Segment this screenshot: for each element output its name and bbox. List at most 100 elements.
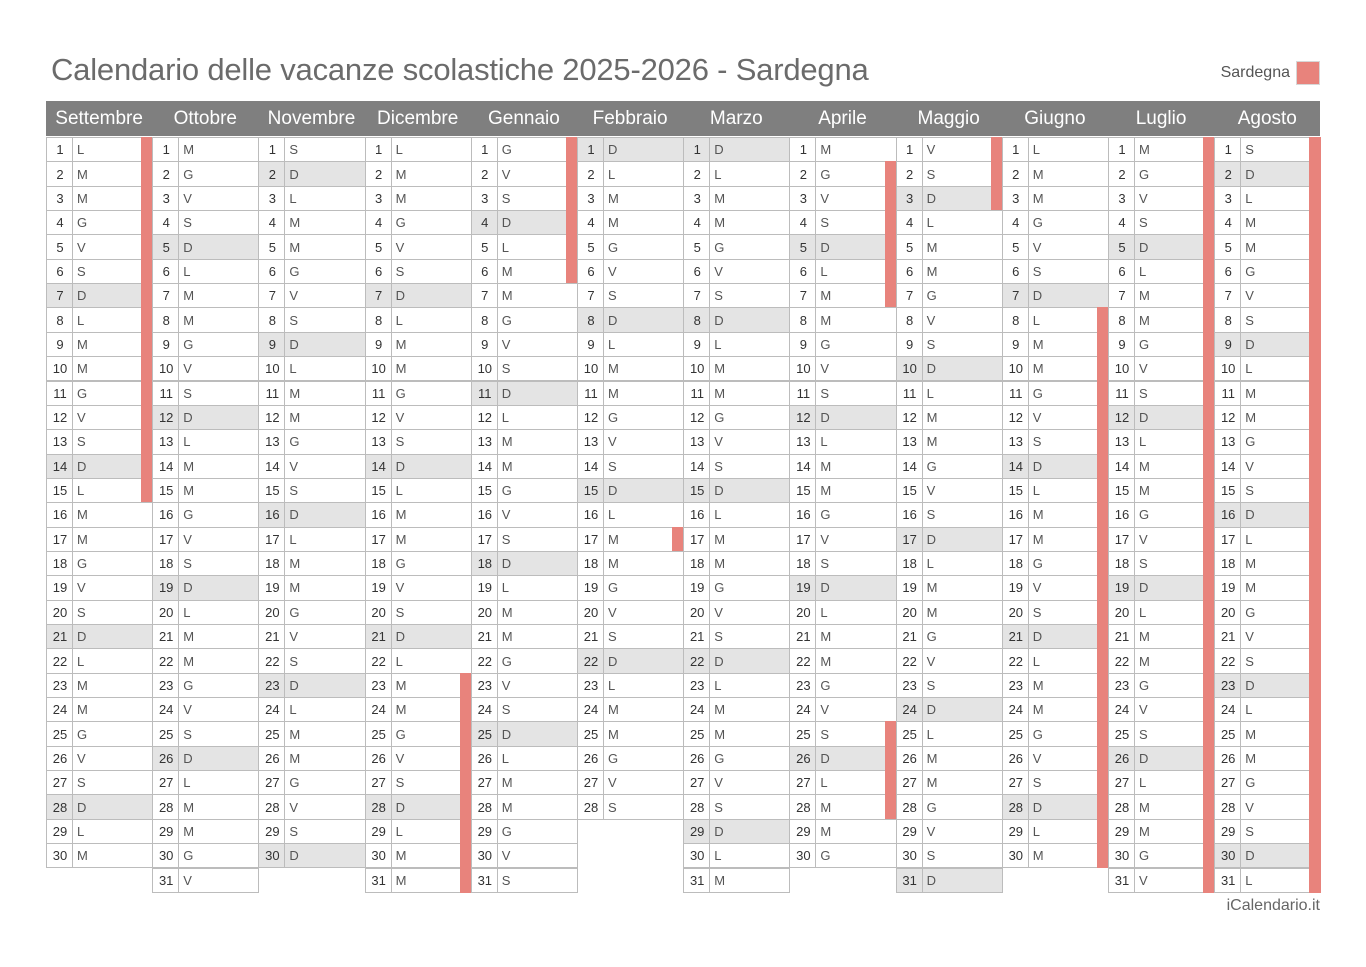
day-number: 19 — [158, 580, 174, 596]
day-number: 20 — [902, 604, 917, 620]
weekday-letter: M — [289, 726, 301, 742]
day-number: 17 — [1008, 531, 1024, 547]
cell-divider — [390, 746, 392, 771]
day-number: 24 — [265, 702, 280, 718]
day-number: 13 — [1008, 434, 1024, 450]
weekday-letter: G — [77, 385, 88, 401]
day-cell: 16 G — [152, 502, 260, 528]
day-cell: 24 V — [789, 697, 897, 723]
holiday-marker — [1203, 794, 1216, 820]
day-number: 29 — [1008, 823, 1024, 839]
cell-divider — [72, 284, 73, 308]
day-cell: 22 S — [258, 648, 366, 674]
cell-divider — [603, 503, 604, 527]
weekday-letter: G — [926, 799, 937, 815]
cell-divider — [178, 454, 180, 478]
day-cell: 29 M — [789, 818, 897, 845]
day-cell: 23 G — [152, 672, 260, 699]
weekday-letter: M — [501, 775, 513, 791]
weekday-letter: V — [77, 580, 86, 596]
cell-divider — [921, 625, 923, 649]
weekday-letter: G — [289, 775, 300, 791]
weekday-letter: L — [395, 312, 403, 328]
weekday-letter: M — [77, 336, 88, 352]
cell-divider — [603, 430, 604, 454]
day-cell: 30 G — [152, 843, 260, 869]
day-cell: 11 M — [258, 380, 366, 406]
cell-divider — [815, 405, 817, 430]
weekday-letter: G — [501, 142, 512, 158]
weekday-letter: L — [714, 166, 722, 182]
cell-divider — [921, 405, 923, 430]
day-cell: 16 S — [895, 502, 1003, 528]
day-cell: 20 L — [1108, 599, 1216, 625]
day-cell: 24 D — [895, 697, 1003, 723]
holiday-marker — [1309, 429, 1322, 455]
weekday-letter: V — [608, 434, 617, 450]
cell-divider — [921, 430, 923, 454]
day-cell: 23 M — [364, 672, 472, 699]
holiday-marker — [459, 745, 472, 772]
weekday-letter: M — [608, 190, 619, 206]
cell-divider — [815, 649, 817, 673]
weekday-letter: S — [1245, 653, 1254, 669]
day-number: 31 — [371, 872, 386, 888]
day-cell: 15 D — [683, 477, 791, 504]
cell-divider — [603, 454, 604, 478]
cell-divider — [178, 138, 180, 162]
holiday-marker — [566, 161, 578, 187]
holiday-marker — [566, 185, 578, 212]
weekday-letter: D — [714, 483, 724, 499]
day-cell: 23 D — [258, 672, 366, 699]
cell-divider — [921, 722, 923, 746]
weekday-letter: G — [926, 288, 937, 304]
day-number: 18 — [265, 556, 280, 572]
day-number: 14 — [902, 458, 917, 474]
day-number: 1 — [587, 142, 595, 158]
weekday-letter: G — [1139, 507, 1150, 523]
cell-divider — [921, 819, 923, 844]
cell-divider — [496, 405, 498, 430]
cell-divider — [72, 503, 73, 527]
day-cell: 25 G — [46, 721, 154, 747]
day-number: 9 — [374, 336, 383, 352]
day-cell: 22 L — [364, 648, 472, 674]
weekday-letter: M — [1032, 166, 1044, 182]
day-cell: 10 M — [1001, 356, 1109, 382]
day-number: 31 — [1220, 872, 1236, 888]
cell-divider — [815, 746, 817, 771]
holiday-marker — [1309, 648, 1322, 674]
day-cell: 31 M — [683, 867, 791, 893]
cell-divider — [1027, 771, 1029, 795]
cell-divider — [390, 527, 392, 551]
weekday-letter: S — [289, 653, 299, 669]
day-cell: 18 S — [1108, 550, 1216, 577]
cell-divider — [178, 527, 180, 551]
cell-divider — [603, 527, 604, 551]
day-cell: 28 G — [895, 794, 1003, 820]
day-cell: 26 V — [364, 745, 472, 772]
cell-divider — [1240, 454, 1242, 478]
day-number: 19 — [796, 580, 811, 596]
cell-divider — [390, 162, 392, 186]
day-cell: 16 M — [1001, 502, 1109, 528]
weekday-letter: L — [926, 726, 934, 742]
weekday-letter: G — [1139, 848, 1150, 864]
cell-divider — [1134, 673, 1135, 698]
weekday-letter: M — [183, 312, 195, 328]
day-number: 4 — [799, 215, 807, 231]
cell-divider — [921, 138, 923, 162]
day-number: 30 — [796, 848, 811, 864]
cell-divider — [390, 454, 392, 478]
cell-divider — [496, 357, 498, 381]
weekday-letter: L — [77, 483, 85, 499]
cell-divider — [815, 722, 817, 746]
cell-divider — [709, 576, 711, 600]
cell-divider — [72, 844, 73, 868]
